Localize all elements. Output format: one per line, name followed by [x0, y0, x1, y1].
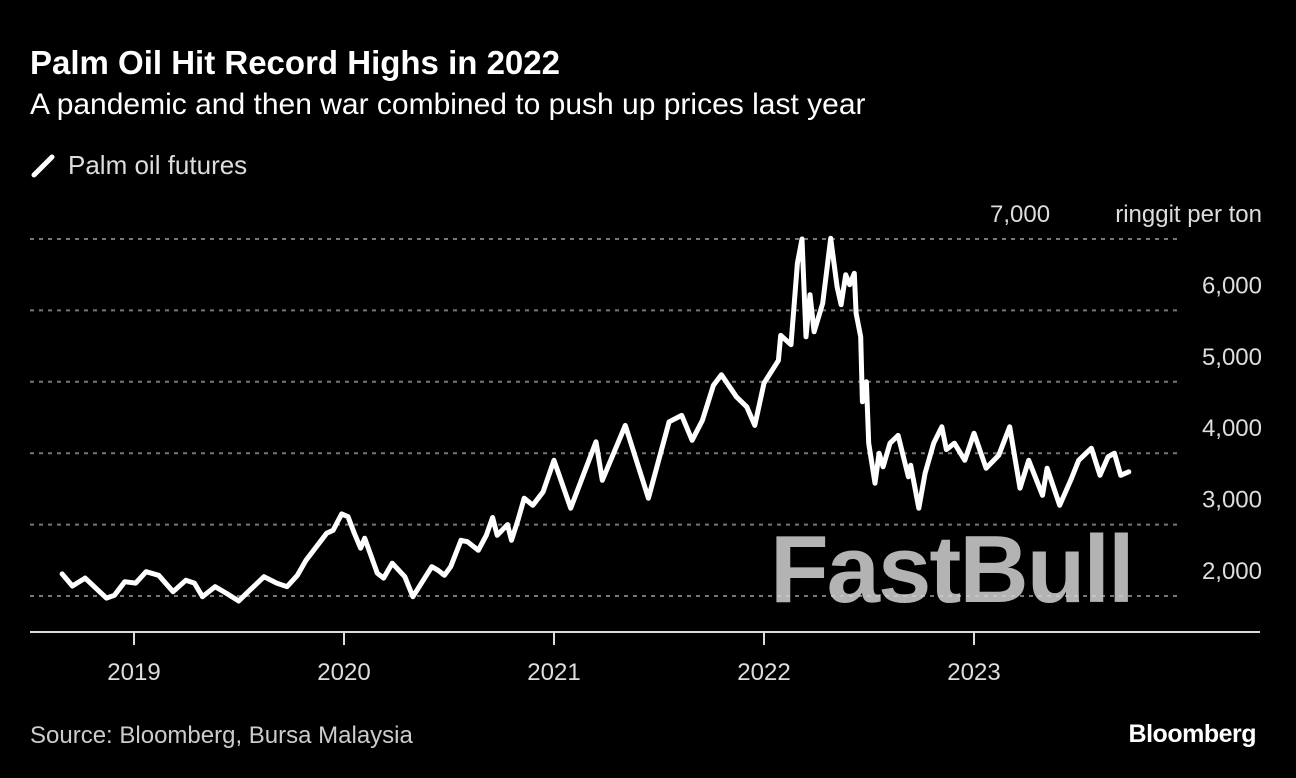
- bloomberg-logo: Bloomberg: [1128, 720, 1257, 748]
- x-tick-label: 2022: [737, 659, 790, 686]
- legend-line-icon: [31, 154, 55, 177]
- series-line-palm-oil-futures: [59, 235, 1132, 604]
- x-tick-label: 2020: [317, 659, 370, 686]
- y-tick-label: 7,000: [990, 201, 1050, 228]
- legend: Palm oil futures: [30, 150, 247, 181]
- y-tick-label: 3,000: [1202, 487, 1262, 514]
- y-tick-label: 6,000: [1202, 272, 1262, 299]
- watermark: FastBull: [770, 516, 1135, 623]
- legend-label: Palm oil futures: [68, 150, 248, 180]
- y-tick-label: 5,000: [1202, 344, 1262, 371]
- x-tick-label: 2023: [947, 659, 1000, 686]
- chart-title: Palm Oil Hit Record Highs in 2022: [30, 44, 560, 81]
- source-note: Source: Bloomberg, Bursa Malaysia: [30, 722, 413, 749]
- x-tick-label: 2021: [527, 659, 580, 686]
- chart-subtitle: A pandemic and then war combined to push…: [30, 88, 866, 121]
- y-axis-unit: ringgit per ton: [1115, 201, 1262, 228]
- y-tick-label: 4,000: [1202, 415, 1262, 442]
- x-tick-label: 2019: [107, 659, 160, 686]
- y-tick-label: 2,000: [1202, 558, 1262, 585]
